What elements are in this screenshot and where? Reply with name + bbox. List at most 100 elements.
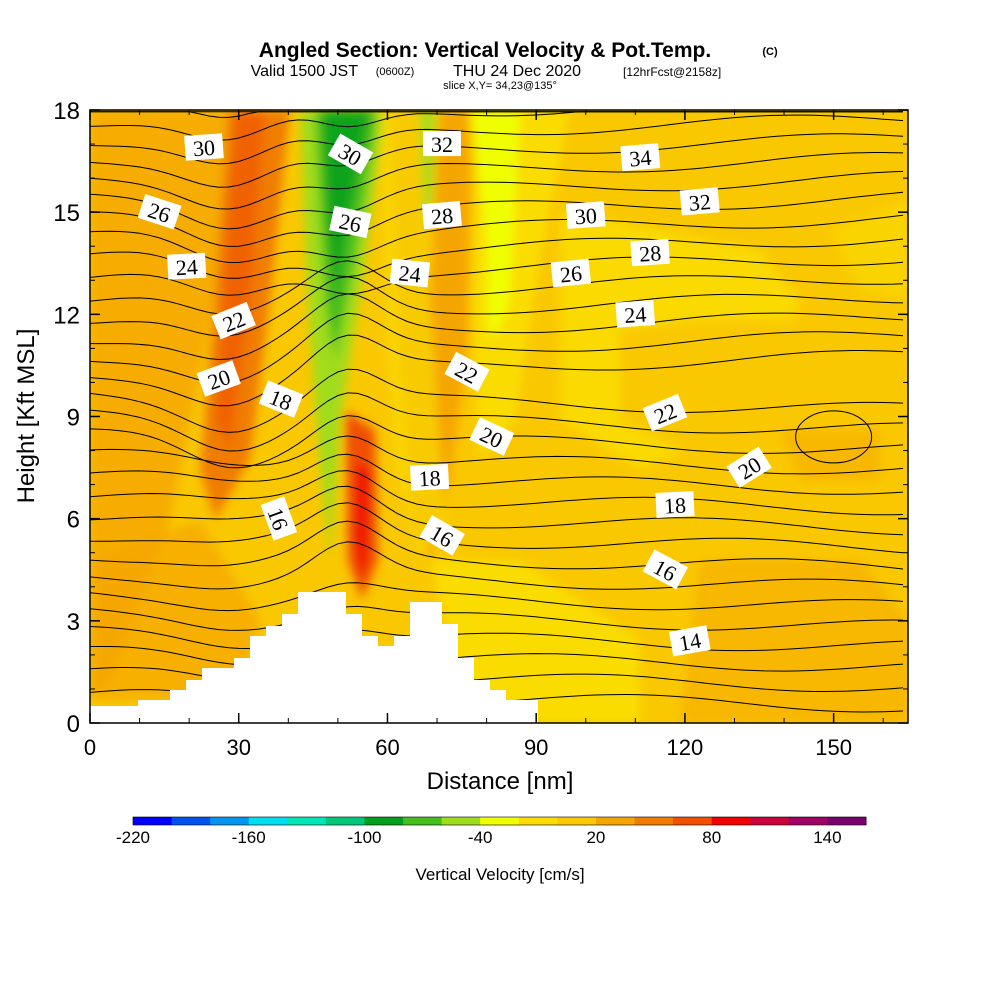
theta-contour-line bbox=[90, 237, 904, 279]
contour-label-text: 30 bbox=[192, 135, 216, 161]
colorbar-swatch bbox=[750, 817, 790, 825]
contour-label-box bbox=[167, 252, 207, 280]
theta-contour-line bbox=[90, 435, 904, 475]
colorbar-swatch bbox=[210, 817, 250, 825]
contour-label-box bbox=[260, 496, 298, 541]
colorbar-swatch bbox=[287, 817, 327, 825]
colorbar-tick-label: -40 bbox=[468, 828, 493, 847]
y-tick-label: 0 bbox=[67, 711, 80, 738]
theta-contour-line bbox=[90, 214, 904, 263]
theta-contour-line bbox=[90, 605, 904, 631]
colorbar-tick-label: 20 bbox=[586, 828, 605, 847]
contour-label-box bbox=[726, 446, 772, 488]
theta-contour-line bbox=[90, 334, 904, 407]
contour-label-box bbox=[258, 380, 304, 418]
contour-label: 16 bbox=[260, 496, 298, 541]
theta-contour-line bbox=[90, 170, 904, 230]
contour-label-text: 24 bbox=[623, 302, 647, 328]
contour-label: 24 bbox=[167, 252, 207, 280]
contour-label: 30 bbox=[565, 201, 606, 229]
theta-contour-line bbox=[90, 646, 904, 672]
colorbar-swatch bbox=[711, 817, 751, 825]
theta-contours bbox=[90, 111, 904, 713]
theta-contour-line bbox=[90, 485, 904, 536]
colorbar-frame bbox=[132, 816, 867, 826]
colorbar-swatch bbox=[364, 817, 404, 825]
x-axis-label: Distance [nm] bbox=[427, 768, 574, 795]
y-tick-label: 15 bbox=[53, 200, 80, 227]
valid-utc: (0600Z) bbox=[376, 66, 415, 78]
contour-label-box bbox=[630, 238, 670, 267]
contour-label: 24 bbox=[615, 300, 656, 328]
terrain bbox=[90, 592, 538, 723]
contour-label-box bbox=[327, 133, 374, 175]
x-axis: 0 30 60 90 120 150 bbox=[84, 110, 884, 760]
y-tick-label: 18 bbox=[53, 98, 80, 125]
theta-contour-line bbox=[90, 541, 904, 590]
contour-label: 26 bbox=[550, 258, 592, 288]
contour-label-text: 34 bbox=[628, 145, 652, 172]
contour-label-box bbox=[444, 351, 490, 392]
y-tick-label: 12 bbox=[53, 302, 80, 329]
colorbar-swatch bbox=[441, 817, 481, 825]
contour-label-box bbox=[211, 301, 256, 340]
contour-label-box bbox=[421, 200, 462, 230]
contour-label-box bbox=[679, 187, 720, 216]
colorbar-swatch bbox=[403, 817, 443, 825]
theta-contour-line bbox=[90, 114, 904, 165]
contour-label-text: 26 bbox=[337, 208, 364, 237]
contour-label: 26 bbox=[329, 205, 372, 239]
contour-label-box bbox=[565, 201, 606, 229]
colorbar-tick-label: -220 bbox=[116, 828, 150, 847]
contour-label: 32 bbox=[679, 187, 720, 216]
contour-label-box bbox=[642, 393, 688, 432]
colorbar-swatch bbox=[827, 817, 867, 825]
figure-title: Angled Section: Vertical Velocity & Pot.… bbox=[259, 39, 711, 62]
x-tick-label: 30 bbox=[226, 735, 250, 760]
theta-contour-line bbox=[90, 392, 904, 452]
contour-label-text: 24 bbox=[175, 254, 198, 280]
theta-contour-line bbox=[90, 626, 904, 652]
valid-prefix: Valid 1500 JST bbox=[251, 63, 359, 80]
x-tick-label: 120 bbox=[667, 735, 704, 760]
contour-label-box bbox=[655, 491, 695, 518]
y-axis: 0 3 6 9 12 15 18 bbox=[53, 98, 908, 738]
colorbar-tick-label: 80 bbox=[702, 828, 721, 847]
contour-label-box bbox=[620, 143, 661, 172]
contour-label-text: 18 bbox=[418, 465, 441, 491]
contour-label-box bbox=[389, 258, 431, 288]
contour-label-box bbox=[668, 625, 711, 657]
contour-label-box bbox=[184, 133, 224, 161]
contour-label-text: 24 bbox=[398, 260, 422, 287]
x-tick-label: 90 bbox=[524, 735, 548, 760]
contour-label: 18 bbox=[409, 463, 450, 491]
y-tick-label: 3 bbox=[67, 609, 80, 636]
theta-contour-closed bbox=[795, 410, 873, 464]
contour-label: 32 bbox=[423, 131, 461, 157]
copyright-mark: (C) bbox=[762, 46, 778, 58]
colorbar-swatch bbox=[133, 817, 173, 825]
contour-label: 30 bbox=[184, 133, 224, 161]
theta-contour-line bbox=[90, 368, 904, 433]
valid-time-line: Valid 1500 JST (0600Z) THU 24 Dec 2020 [… bbox=[251, 63, 722, 80]
theta-contour-line bbox=[90, 470, 904, 516]
contour-label-box bbox=[137, 193, 182, 230]
colorbar-swatch bbox=[518, 817, 558, 825]
valid-date: THU 24 Dec 2020 bbox=[453, 63, 581, 80]
colorbar-swatch bbox=[325, 817, 365, 825]
theta-contour-line bbox=[90, 256, 904, 296]
contour-label-text: 14 bbox=[677, 628, 703, 656]
theta-contour-line bbox=[90, 152, 904, 210]
contour-label-box bbox=[409, 463, 450, 491]
contour-label-text: 32 bbox=[431, 132, 453, 157]
contour-label-text: 30 bbox=[574, 203, 598, 229]
contour-label-text: 28 bbox=[430, 203, 454, 230]
forecast-info: [12hrFcst@2158z] bbox=[623, 65, 721, 79]
contour-label: 14 bbox=[668, 625, 711, 657]
colorbar-label: Vertical Velocity [cm/s] bbox=[415, 865, 584, 884]
colorbar-swatch bbox=[480, 817, 520, 825]
contour-label-text: 18 bbox=[663, 492, 686, 518]
contour-label: 20 bbox=[726, 446, 772, 488]
contour-label-box bbox=[196, 360, 241, 397]
